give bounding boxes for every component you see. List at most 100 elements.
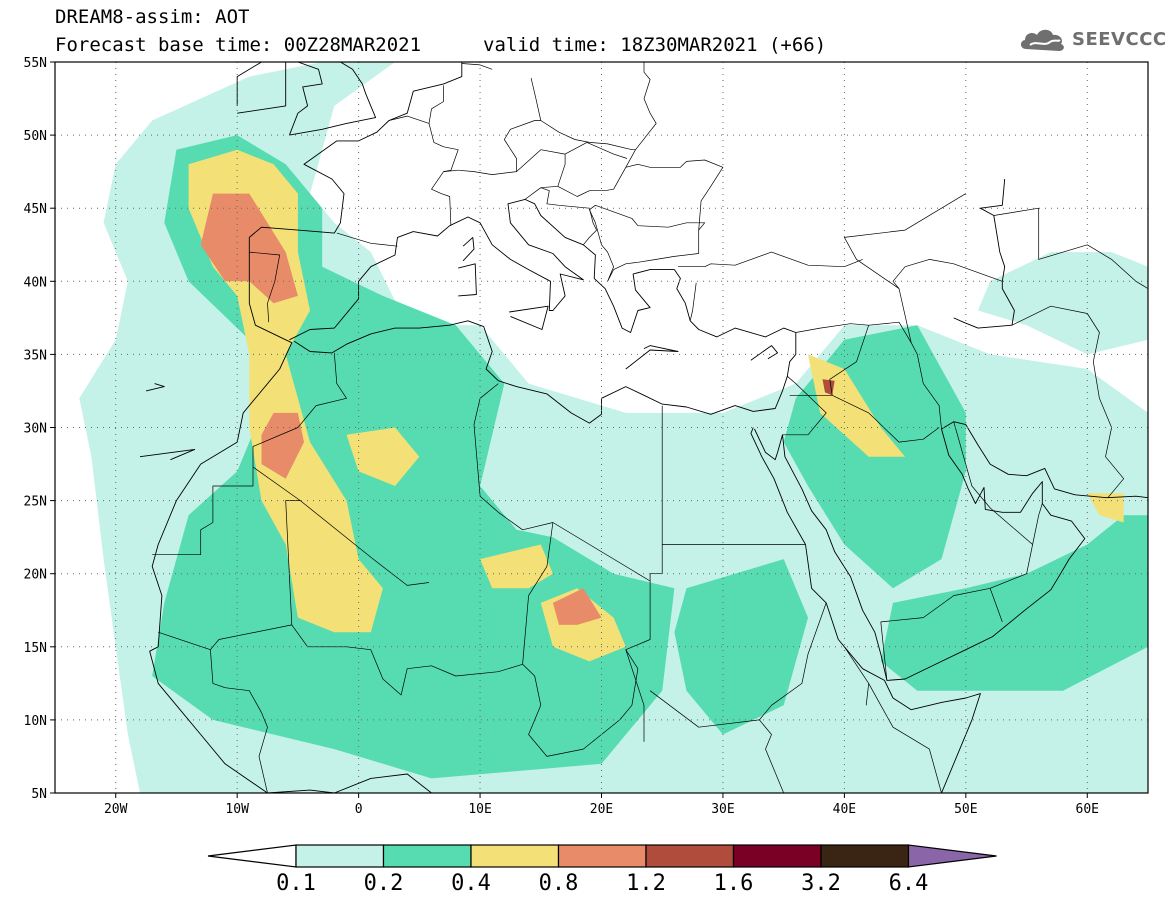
lon-tick-label: 50E — [954, 802, 977, 817]
country-border — [210, 649, 268, 793]
colorbar-label: 0.1 — [276, 871, 316, 896]
map-axes: 55N 50N 45N 40N 35N 30N 25N 20N 15N 10N 5N 20W 10W 0 1… — [24, 56, 1100, 817]
country-border — [152, 446, 254, 556]
colorbar-swatch — [470, 844, 560, 868]
lat-tick-label: 25N — [24, 495, 47, 510]
lat-tick-label: 35N — [24, 348, 47, 363]
country-border — [522, 522, 651, 757]
colorbar-label: 3.2 — [801, 871, 841, 896]
country-border — [625, 649, 645, 742]
country-border — [473, 383, 499, 513]
country-border — [892, 266, 912, 343]
country-border — [989, 588, 1003, 623]
lat-tick-label: 30N — [24, 422, 47, 437]
lat-tick-label: 20N — [24, 568, 47, 583]
coastline — [462, 236, 475, 262]
country-border — [904, 259, 1003, 282]
country-border — [1032, 503, 1043, 545]
coastline — [509, 305, 549, 330]
colorbar-label: 1.2 — [626, 871, 666, 896]
country-border — [252, 466, 430, 586]
country-border — [503, 78, 542, 172]
country-border — [782, 376, 827, 436]
country-border — [458, 149, 566, 200]
colorbar-swatch — [820, 844, 910, 868]
colorbar-under-triangle — [207, 844, 297, 868]
aot-contour-level-0.4 — [808, 354, 906, 457]
colorbar-swatch — [732, 844, 822, 868]
country-border — [880, 421, 1033, 623]
colorbar-label: 0.8 — [539, 871, 579, 896]
coastline — [750, 427, 981, 793]
country-border — [336, 232, 398, 247]
lon-tick-label: 20E — [590, 802, 613, 817]
country-border — [252, 352, 347, 447]
country-border — [868, 683, 942, 793]
lon-tick-label: 20W — [104, 802, 128, 817]
country-border — [589, 204, 706, 282]
country-border — [829, 325, 870, 396]
coastline — [289, 62, 377, 136]
aot-contour-level-0.4 — [480, 544, 553, 589]
country-border — [649, 690, 785, 793]
colorbar-swatch — [557, 844, 647, 868]
country-border — [540, 120, 636, 151]
country-border — [759, 602, 827, 721]
country-border — [498, 405, 663, 582]
colorbar-swatch — [295, 844, 385, 868]
lat-tick-label: 45N — [24, 202, 47, 217]
coastline — [288, 62, 323, 136]
country-border — [158, 500, 301, 651]
coastlines — [139, 62, 1148, 793]
lon-tick-label: 40E — [833, 802, 856, 817]
country-border — [540, 187, 597, 246]
aot-contour-level-0.1 — [978, 252, 1148, 355]
plot-title: DREAM8-assim: AOT — [55, 6, 250, 28]
country-border — [1011, 305, 1125, 498]
coastline — [249, 62, 463, 238]
aot-contour-level-0.4 — [346, 427, 420, 486]
colorbar-swatch — [645, 844, 735, 868]
country-border — [880, 621, 888, 681]
country-border — [689, 282, 697, 321]
coastline — [750, 345, 779, 361]
country-border — [795, 321, 942, 430]
country-border — [844, 193, 966, 289]
country-border — [388, 115, 459, 172]
country-border — [605, 159, 724, 231]
aot-contour-level-0.8 — [552, 588, 602, 625]
coastline — [289, 198, 797, 424]
coastline — [979, 178, 1006, 282]
lat-tick-label: 5N — [31, 787, 47, 802]
coastline — [236, 62, 287, 114]
lon-tick-label: 10E — [468, 802, 491, 817]
country-border — [461, 63, 493, 70]
colorbar-label: 0.2 — [364, 871, 404, 896]
logo-text: SEEVCCC — [1072, 28, 1165, 50]
country-border — [557, 185, 606, 197]
coastline — [139, 448, 196, 461]
seevccc-logo: SEEVCCC — [1018, 24, 1165, 54]
country-border — [249, 251, 281, 323]
aot-contour-level-0.2 — [674, 559, 808, 735]
country-borders — [152, 62, 1148, 793]
colorbar-label: 0.4 — [451, 871, 491, 896]
coastline — [754, 421, 1148, 681]
forecast-base-time: Forecast base time: 00Z28MAR2021 — [55, 34, 422, 56]
lat-tick-label: 15N — [24, 641, 47, 656]
coastline — [625, 345, 679, 370]
lat-tick-label: 50N — [24, 129, 47, 144]
country-border — [428, 85, 444, 124]
colorbar-label: 6.4 — [889, 871, 929, 896]
country-border — [678, 251, 863, 268]
cloud-icon — [1020, 29, 1064, 51]
coastline — [145, 383, 165, 392]
colorbar: 0.1 0.2 0.4 0.8 1.2 1.6 3.2 6.4 — [207, 844, 997, 896]
lon-tick-label: 0 — [355, 802, 363, 817]
lat-tick-label: 40N — [24, 275, 47, 290]
country-border — [431, 169, 459, 226]
lat-tick-label: 10N — [24, 714, 47, 729]
colorbar-label: 1.6 — [714, 871, 754, 896]
colorbar-swatch — [382, 844, 472, 868]
